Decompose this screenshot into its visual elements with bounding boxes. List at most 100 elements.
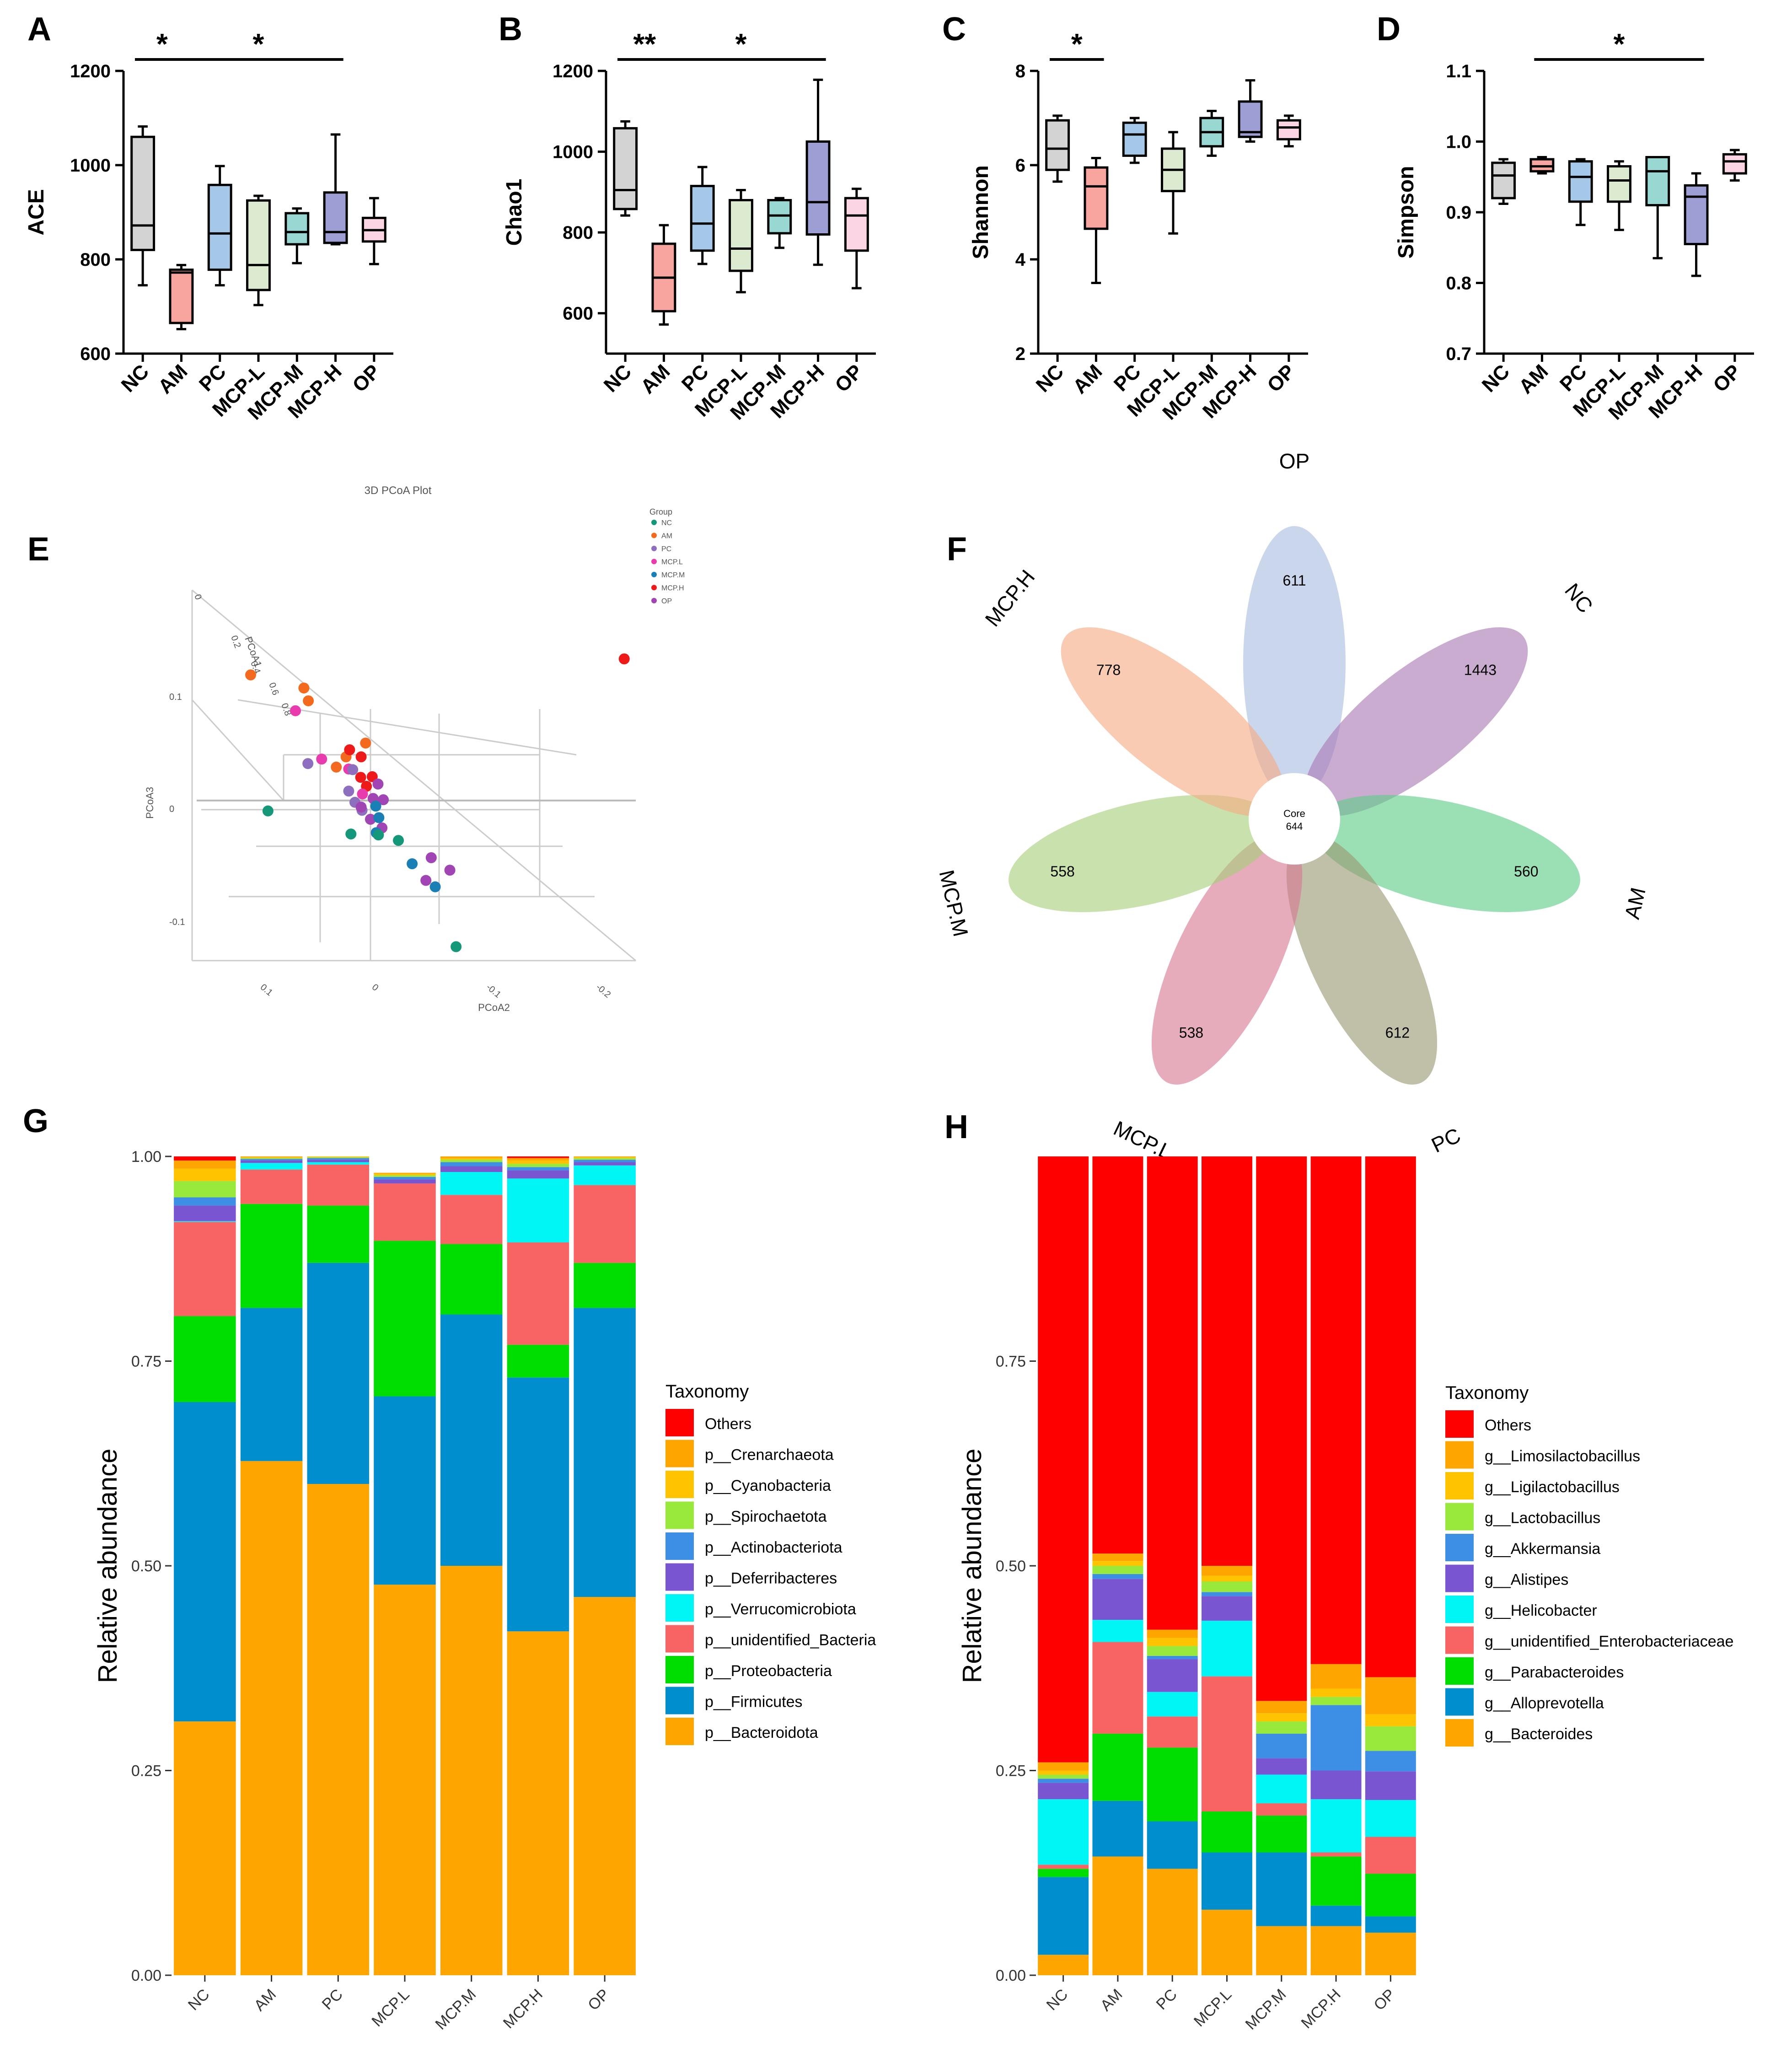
legend-swatch — [1445, 1719, 1474, 1747]
y-tick-label: 6 — [1015, 156, 1025, 176]
y-tick-label: 800 — [80, 250, 111, 270]
bar-segment — [1147, 1716, 1198, 1748]
pcoa-point-mcp-m — [373, 812, 385, 823]
bar-segment — [1038, 1762, 1089, 1771]
bar-segment — [1256, 1701, 1307, 1714]
legend-label: NC — [661, 519, 672, 527]
legend-swatch — [1445, 1688, 1474, 1716]
bar-segment — [1202, 1575, 1252, 1582]
bar-segment — [1092, 1800, 1143, 1857]
bar-segment — [1256, 1721, 1307, 1734]
bar-segment — [507, 1178, 569, 1242]
axis-tick-label: 0.6 — [267, 681, 280, 697]
pcoa-point-am — [245, 669, 257, 681]
bar-segment — [1147, 1646, 1198, 1656]
pcoa-point-op — [372, 779, 384, 790]
significance-marker: ** — [633, 27, 656, 60]
y-tick-label: 0.25 — [996, 1763, 1026, 1780]
axis-tick-label: 0.1 — [258, 982, 274, 998]
bar-segment — [574, 1263, 636, 1308]
y-tick-label: 0.8 — [1446, 274, 1471, 294]
bar-segment — [507, 1160, 569, 1164]
bar-segment — [1202, 1156, 1252, 1566]
legend-label: g__Ligilactobacillus — [1485, 1478, 1620, 1496]
bar-segment — [440, 1158, 503, 1160]
bar-segment — [174, 1160, 236, 1169]
y-tick-label: 0.9 — [1446, 203, 1471, 223]
y-tick-label: 0.50 — [131, 1558, 161, 1575]
bar-segment — [374, 1241, 436, 1397]
legend-label: p__Firmicutes — [705, 1693, 803, 1711]
pcoa-point-mcp-l — [357, 788, 368, 800]
bar-segment — [374, 1396, 436, 1585]
bar-segment — [174, 1197, 236, 1206]
box-am — [169, 269, 194, 324]
y-tick-label: 2 — [1015, 344, 1025, 364]
axis-label-pcoa3: PCoA3 — [144, 787, 156, 819]
legend-swatch — [1445, 1657, 1474, 1685]
significance-marker: * — [156, 27, 168, 60]
venn-count: 612 — [1385, 1025, 1410, 1041]
box-op — [1276, 119, 1301, 140]
box-mcp-m — [1645, 156, 1670, 207]
legend-swatch — [651, 572, 657, 577]
legend-title: Group — [649, 507, 672, 516]
axis-tick-label: 0 — [192, 593, 203, 601]
y-axis-label: Relative abundance — [93, 1449, 123, 1683]
bar-segment — [1365, 1771, 1416, 1800]
bar-segment — [1092, 1561, 1143, 1566]
legend-swatch — [665, 1471, 694, 1498]
x-tick-label: OP — [348, 360, 385, 397]
panel-label-h: H — [944, 1109, 968, 1145]
y-tick-label: 1000 — [553, 142, 593, 162]
bar-segment — [374, 1173, 436, 1176]
legend-swatch — [1445, 1410, 1474, 1438]
bar-segment — [1038, 1774, 1089, 1779]
pcoa-point-nc — [345, 828, 357, 840]
y-axis-label: Shannon — [969, 165, 993, 259]
x-tick-label: NC — [600, 360, 636, 397]
box-nc — [613, 127, 638, 210]
x-tick-label: MCP.L — [1191, 1986, 1235, 2030]
panel-label-f: F — [947, 531, 967, 568]
legend-label: g__unidentified_Enterobacteriaceae — [1485, 1633, 1733, 1650]
bar-segment — [1256, 1733, 1307, 1758]
bar-segment — [1310, 1664, 1362, 1689]
y-tick-label: 1.0 — [1446, 132, 1471, 152]
bar-segment — [240, 1308, 303, 1461]
bar-segment — [307, 1484, 370, 1975]
venn-set-label: OP — [1279, 449, 1309, 473]
bar-segment — [307, 1164, 370, 1206]
bar-segment — [1092, 1579, 1143, 1620]
bar-segment — [1310, 1852, 1362, 1857]
bar-segment — [1147, 1659, 1198, 1692]
bar-segment — [1256, 1852, 1307, 1926]
axis-tick-label: 0 — [169, 804, 174, 814]
venn-count: 558 — [1050, 863, 1074, 880]
pcoa-point-op — [425, 852, 437, 863]
bar-segment — [240, 1461, 303, 1975]
bar-segment — [1202, 1620, 1252, 1677]
bar-segment — [1202, 1596, 1252, 1621]
bar-segment — [1310, 1156, 1362, 1664]
bar-segment — [1310, 1856, 1362, 1906]
box-op — [844, 197, 869, 252]
bar-segment — [174, 1222, 236, 1317]
bar-segment — [1256, 1815, 1307, 1853]
bar-segment — [1092, 1642, 1143, 1734]
box-pc — [207, 183, 232, 271]
legend-title: Taxonomy — [1445, 1383, 1529, 1403]
bar-segment — [307, 1157, 370, 1158]
bar-segment — [174, 1156, 236, 1161]
pcoa-point-mcp-l — [290, 705, 301, 716]
y-tick-label: 800 — [563, 223, 593, 243]
bar-segment — [1092, 1733, 1143, 1801]
venn-set-label: AM — [1620, 885, 1650, 921]
bar-segment — [1147, 1156, 1198, 1630]
bar-segment — [1202, 1592, 1252, 1596]
venn-set-label: PC — [1427, 1123, 1464, 1157]
significance-marker: * — [1614, 27, 1625, 60]
bar-segment — [440, 1244, 503, 1315]
